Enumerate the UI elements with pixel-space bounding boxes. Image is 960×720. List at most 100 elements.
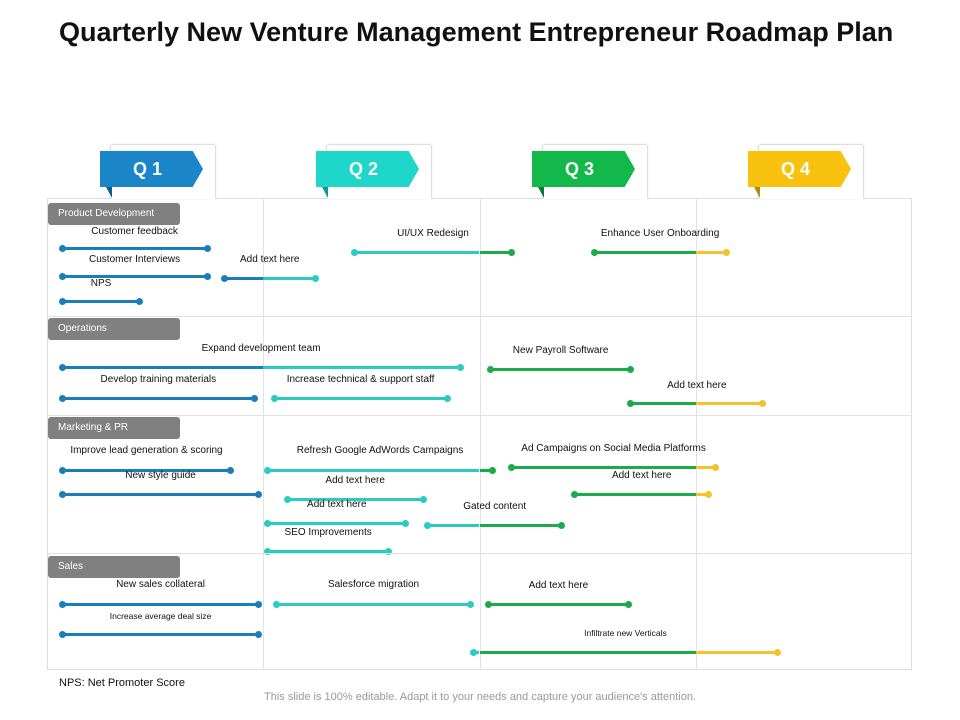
task-bar-segment <box>490 368 631 371</box>
task-bar-segment <box>62 275 207 278</box>
task-end-dot <box>311 275 319 282</box>
task-start-dot <box>590 249 598 256</box>
task-bar-segment <box>276 603 471 606</box>
task-start-dot <box>58 273 66 280</box>
task-end-dot <box>419 496 427 503</box>
task-bar-segment <box>62 633 259 636</box>
task-start-dot <box>486 366 494 373</box>
task-end-dot <box>774 649 782 656</box>
task-bar-segment <box>427 524 480 527</box>
column-divider <box>263 198 265 670</box>
task-label: SEO Improvements <box>284 527 372 538</box>
task-label: New sales collateral <box>116 579 205 590</box>
task-end-dot <box>558 522 566 529</box>
task-start-dot <box>264 520 272 527</box>
task-start-dot <box>58 601 66 608</box>
footnote: NPS: Net Promoter Score <box>59 677 185 689</box>
task-bar-segment <box>479 469 493 472</box>
task-end-dot <box>625 601 633 608</box>
column-divider <box>479 198 481 670</box>
task-bar-segment <box>479 651 696 654</box>
task-start-dot <box>58 631 66 638</box>
task-label: Customer feedback <box>91 226 178 237</box>
task-start-dot <box>58 491 66 498</box>
task-end-dot <box>402 520 410 527</box>
task-bar-segment <box>62 469 231 472</box>
task-bar-segment <box>267 469 480 472</box>
quarter-header-4: Q 4 <box>748 151 851 187</box>
task-end-dot <box>251 395 259 402</box>
task-start-dot <box>424 522 432 529</box>
task-start-dot <box>508 464 516 471</box>
task-bar-segment <box>479 524 562 527</box>
column-divider <box>695 198 697 670</box>
task-bar-segment <box>62 247 207 250</box>
task-end-dot <box>227 467 235 474</box>
task-label: NPS <box>90 278 112 289</box>
task-label: New style guide <box>125 470 196 481</box>
task-label: Develop training materials <box>100 374 217 385</box>
task-label: Customer Interviews <box>89 254 181 265</box>
task-bar-segment <box>62 493 259 496</box>
task-label: Add text here <box>239 254 300 265</box>
task-bar-segment <box>695 493 709 496</box>
task-bar-segment <box>287 498 424 501</box>
quarter-header-1: Q 1 <box>100 151 203 187</box>
task-start-dot <box>58 364 66 371</box>
task-bar-segment <box>62 366 264 369</box>
row-divider <box>47 316 912 317</box>
task-label: Salesforce migration <box>327 579 420 590</box>
task-end-dot <box>488 467 496 474</box>
task-bar-segment <box>267 522 406 525</box>
task-end-dot <box>456 364 464 371</box>
task-label: Expand development team <box>201 343 321 354</box>
caption: This slide is 100% editable. Adapt it to… <box>264 691 696 703</box>
task-bar-segment <box>488 603 629 606</box>
task-end-dot <box>203 273 211 280</box>
task-bar-segment <box>274 397 448 400</box>
task-end-dot <box>508 249 516 256</box>
row-divider <box>47 553 912 554</box>
task-bar-segment <box>62 603 259 606</box>
task-bar-segment <box>511 466 696 469</box>
task-label: Add text here <box>611 470 672 481</box>
task-bar-segment <box>224 277 264 280</box>
task-start-dot <box>469 649 477 656</box>
task-label: Add text here <box>307 499 367 510</box>
task-start-dot <box>264 548 272 555</box>
slide-title: Quarterly New Venture Management Entrepr… <box>59 17 894 47</box>
task-end-dot <box>385 548 393 555</box>
task-start-dot <box>58 298 66 305</box>
task-bar-segment <box>695 466 716 469</box>
task-label: New Payroll Software <box>512 345 609 356</box>
task-label: Add text here <box>528 580 589 591</box>
task-bar-segment <box>62 397 255 400</box>
task-label: Enhance User Onboarding <box>600 228 720 239</box>
task-end-dot <box>203 245 211 252</box>
task-end-dot <box>255 631 263 638</box>
task-label: Increase average deal size <box>109 611 212 621</box>
task-start-dot <box>58 395 66 402</box>
task-label: Increase technical & support staff <box>286 374 435 385</box>
task-start-dot <box>58 467 66 474</box>
task-label: Refresh Google AdWords Campaigns <box>296 445 464 456</box>
task-start-dot <box>270 395 278 402</box>
group-label: Sales <box>48 556 180 578</box>
group-label: Product Development <box>48 203 180 225</box>
task-start-dot <box>484 601 492 608</box>
task-label: Add text here <box>667 380 727 391</box>
task-start-dot <box>350 249 358 256</box>
task-end-dot <box>255 491 263 498</box>
group-label: Operations <box>48 318 180 340</box>
task-start-dot <box>220 275 228 282</box>
group-label: Marketing & PR <box>48 417 180 439</box>
task-bar-segment <box>354 251 480 254</box>
task-end-dot <box>711 464 719 471</box>
quarter-header-2: Q 2 <box>316 151 419 187</box>
task-end-dot <box>136 298 144 305</box>
task-end-dot <box>759 400 767 407</box>
task-bar-segment <box>695 251 727 254</box>
task-label: Ad Campaigns on Social Media Platforms <box>521 443 706 454</box>
task-start-dot <box>272 601 280 608</box>
